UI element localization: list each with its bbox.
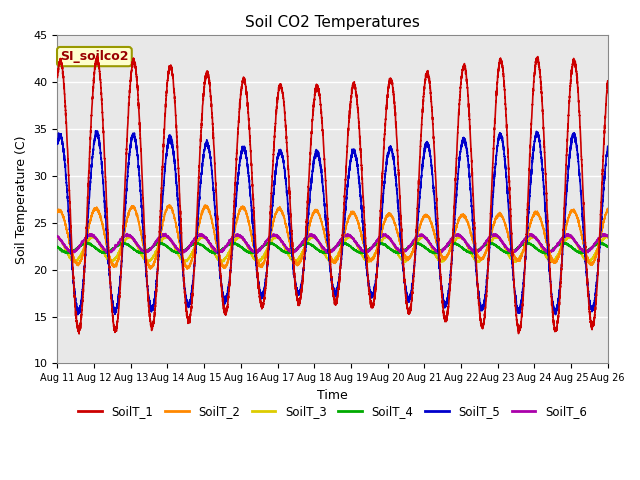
Line: SoilT_5: SoilT_5 [58, 131, 608, 314]
SoilT_4 [241, 247, 248, 253]
SoilT_2 [456, 216, 463, 221]
SoilT_4 [456, 243, 463, 249]
SoilT_3 [574, 243, 582, 249]
SoilT_1 [581, 229, 589, 235]
SoilT_3 [604, 234, 612, 240]
SoilT_5 [241, 145, 248, 151]
SoilT_5 [92, 128, 99, 134]
SoilT_3 [54, 234, 61, 240]
SoilT_5 [581, 248, 589, 254]
SoilT_1 [314, 86, 322, 92]
SoilT_1 [604, 78, 612, 84]
SoilT_1 [241, 78, 248, 84]
Line: SoilT_6: SoilT_6 [58, 234, 608, 253]
SoilT_2 [472, 246, 479, 252]
SoilT_5 [472, 255, 479, 261]
SoilT_4 [574, 249, 582, 254]
SoilT_4 [472, 249, 479, 254]
SoilT_6 [581, 250, 589, 255]
Title: Soil CO2 Temperatures: Soil CO2 Temperatures [245, 15, 420, 30]
SoilT_5 [456, 151, 463, 157]
SoilT_6 [472, 249, 479, 255]
SoilT_4 [522, 240, 529, 245]
SoilT_1 [93, 53, 100, 59]
SoilT_2 [574, 217, 582, 223]
SoilT_4 [211, 251, 219, 257]
SoilT_6 [54, 233, 61, 239]
SoilT_1 [54, 74, 61, 80]
SoilT_5 [574, 153, 582, 159]
SoilT_6 [162, 231, 170, 237]
SoilT_5 [604, 144, 612, 149]
Line: SoilT_4: SoilT_4 [58, 242, 608, 254]
Line: SoilT_3: SoilT_3 [58, 235, 608, 263]
SoilT_6 [241, 238, 248, 243]
SoilT_3 [241, 238, 248, 244]
SoilT_3 [566, 232, 574, 238]
Y-axis label: Soil Temperature (C): Soil Temperature (C) [15, 135, 28, 264]
SoilT_1 [472, 241, 479, 247]
SoilT_4 [581, 250, 589, 256]
SoilT_1 [76, 331, 83, 337]
SoilT_4 [54, 244, 61, 250]
SoilT_3 [314, 238, 322, 244]
SoilT_3 [145, 260, 152, 265]
SoilT_6 [456, 233, 463, 239]
SoilT_3 [472, 257, 479, 263]
SoilT_5 [314, 151, 322, 156]
SoilT_5 [54, 140, 61, 145]
Line: SoilT_2: SoilT_2 [58, 205, 608, 269]
SoilT_6 [314, 239, 322, 244]
SoilT_2 [604, 206, 612, 212]
SoilT_2 [581, 247, 589, 252]
SoilT_2 [202, 202, 209, 208]
SoilT_4 [314, 247, 322, 253]
SoilT_2 [147, 266, 154, 272]
Text: SI_soilco2: SI_soilco2 [60, 50, 129, 63]
SoilT_1 [456, 96, 463, 101]
SoilT_6 [604, 234, 612, 240]
SoilT_2 [54, 208, 61, 214]
SoilT_5 [74, 312, 82, 317]
SoilT_2 [314, 208, 322, 214]
SoilT_3 [456, 234, 463, 240]
SoilT_6 [574, 243, 582, 249]
SoilT_3 [581, 255, 589, 261]
X-axis label: Time: Time [317, 389, 348, 402]
Line: SoilT_1: SoilT_1 [58, 56, 608, 334]
SoilT_6 [67, 251, 74, 256]
SoilT_4 [604, 244, 612, 250]
SoilT_2 [241, 205, 248, 211]
Legend: SoilT_1, SoilT_2, SoilT_3, SoilT_4, SoilT_5, SoilT_6: SoilT_1, SoilT_2, SoilT_3, SoilT_4, Soil… [74, 401, 591, 423]
SoilT_1 [574, 88, 582, 94]
